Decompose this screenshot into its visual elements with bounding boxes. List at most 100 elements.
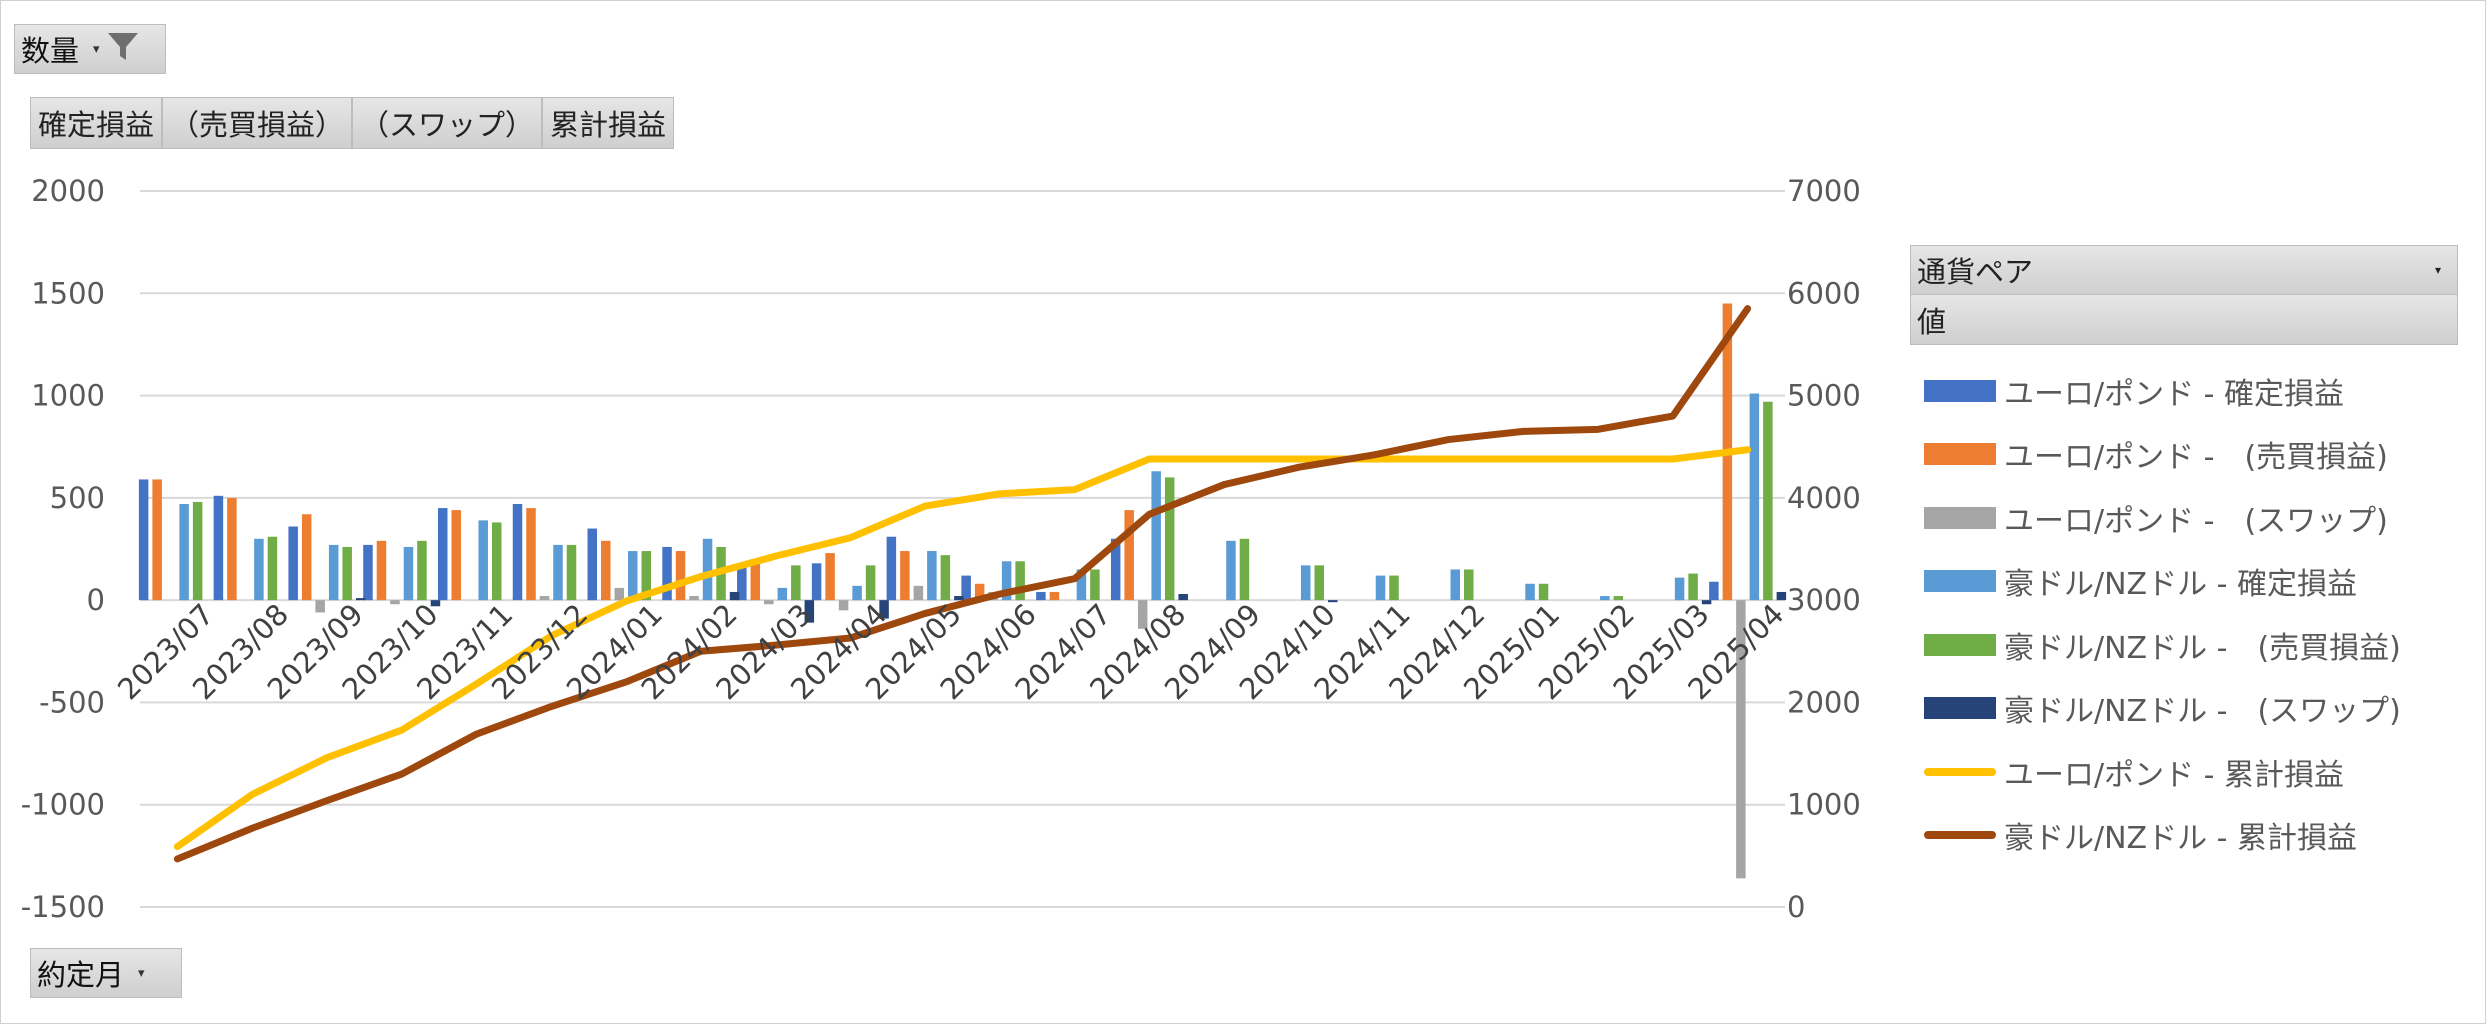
- y-left-tick-label: 2000: [31, 174, 105, 208]
- legend-item: ユーロ/ポンド - (スワップ): [1910, 486, 2458, 550]
- bar: [900, 551, 910, 601]
- legend-field-button[interactable]: 通貨ペア ▾: [1910, 245, 2458, 295]
- legend-label: ユーロ/ポンド - (スワップ): [2004, 503, 2388, 539]
- legend-label: 豪ドル/NZドル - (売買損益): [2004, 630, 2401, 666]
- bar: [1036, 591, 1046, 601]
- series-line: [173, 305, 1752, 863]
- legend-label: 豪ドル/NZドル - 確定損益: [2004, 567, 2357, 603]
- bar: [1674, 577, 1685, 601]
- bar: [1001, 561, 1012, 601]
- bar: [288, 526, 298, 601]
- bar: [1164, 477, 1175, 601]
- legend-swatch: [1924, 443, 1996, 466]
- y-right-tick-label: 6000: [1787, 276, 1861, 310]
- bar: [1300, 565, 1311, 601]
- bar: [641, 551, 652, 601]
- legend-item: 豪ドル/NZドル - (スワップ): [1910, 677, 2458, 741]
- bar: [702, 538, 713, 601]
- bar: [315, 600, 325, 613]
- y-left-tick-label: 500: [50, 481, 105, 515]
- bar: [675, 551, 686, 601]
- bar: [512, 503, 523, 601]
- legend-label: 豪ドル/NZドル - (スワップ): [2004, 694, 2401, 730]
- bar: [152, 479, 162, 601]
- y-right-tick-label: 2000: [1787, 685, 1861, 719]
- y-left-tick-label: -1500: [21, 890, 105, 924]
- axis-field-button[interactable]: 約定月 ▾: [30, 948, 182, 998]
- legend-swatch: [1924, 633, 1996, 656]
- axis-field-label: 約定月: [37, 958, 125, 992]
- values-field-2[interactable]: （スワップ）: [352, 97, 543, 149]
- legend-values-label: 値: [1917, 304, 1947, 339]
- values-field-3[interactable]: 累計損益: [542, 97, 675, 149]
- y-axis-right: 7000 6000 5000 4000 3000 2000 1000 0: [1787, 174, 1861, 924]
- legend-swatch: [1924, 570, 1996, 593]
- bar: [403, 546, 414, 601]
- bar: [1709, 581, 1719, 601]
- bar: [390, 600, 400, 605]
- values-field-0[interactable]: 確定損益: [30, 97, 163, 149]
- y-right-tick-label: 1000: [1787, 788, 1861, 822]
- bar: [886, 536, 897, 601]
- legend-swatch: [1924, 379, 1996, 402]
- legend-items: ユーロ/ポンド - 確定損益ユーロ/ポンド - (売買損益) ユーロ/ポンド - …: [1910, 345, 2458, 867]
- legend-item: ユーロ/ポンド - (売買損益): [1910, 423, 2458, 487]
- bar: [1110, 538, 1121, 601]
- filter-field-button[interactable]: 数量 ▾: [14, 24, 166, 74]
- bar: [1049, 591, 1060, 601]
- bar: [437, 508, 448, 601]
- legend-label: ユーロ/ポンド - 確定損益: [2004, 376, 2345, 412]
- dropdown-arrow-icon: ▾: [2434, 263, 2441, 277]
- bar: [804, 600, 815, 623]
- bar: [974, 583, 985, 601]
- bar: [213, 495, 224, 601]
- bar: [954, 596, 964, 601]
- y-axis-left: 2000 1500 1000 500 0 -500 -1000 -1500: [21, 174, 105, 924]
- bar: [417, 540, 427, 601]
- bar: [553, 544, 563, 601]
- bar: [227, 497, 237, 601]
- bar: [451, 510, 461, 601]
- bar: [913, 585, 924, 601]
- bar: [1076, 569, 1087, 601]
- y-right-tick-label: 0: [1787, 890, 1805, 924]
- y-left-tick-label: 0: [87, 583, 105, 617]
- bar: [355, 598, 366, 601]
- y-left-tick-label: 1500: [31, 276, 105, 310]
- bar: [179, 503, 189, 601]
- values-field-1[interactable]: （売買損益）: [162, 97, 353, 149]
- bar: [138, 479, 149, 601]
- legend-swatch: [1924, 697, 1996, 720]
- bar: [539, 596, 550, 601]
- bar: [1613, 596, 1624, 601]
- bar: [1137, 600, 1148, 629]
- bar: [1375, 575, 1386, 601]
- legend-label: ユーロ/ポンド - 累計損益: [2004, 757, 2345, 793]
- bar: [1701, 600, 1712, 605]
- y-left-tick-label: 1000: [31, 379, 105, 413]
- bar: [838, 600, 849, 611]
- bar: [825, 553, 835, 601]
- legend-item: ユーロ/ポンド - 確定損益: [1910, 359, 2458, 423]
- bar: [791, 565, 801, 601]
- bar: [430, 600, 441, 607]
- legend-swatch: [1924, 767, 1996, 776]
- bar: [1151, 471, 1161, 601]
- bar: [363, 544, 373, 601]
- bar: [566, 544, 577, 601]
- dropdown-arrow-icon: ▾: [93, 41, 100, 57]
- legend-values-header: 値: [1910, 295, 2458, 345]
- bar: [1226, 540, 1236, 601]
- bar: [1736, 600, 1746, 879]
- bar: [254, 538, 264, 601]
- bar: [1525, 583, 1535, 601]
- legend-item: ユーロ/ポンド - 累計損益: [1910, 740, 2458, 804]
- bar: [764, 600, 774, 605]
- bar: [729, 591, 740, 601]
- bar: [1538, 583, 1549, 601]
- bar: [737, 563, 747, 601]
- bar: [478, 520, 488, 601]
- y-right-tick-label: 4000: [1787, 481, 1861, 515]
- bar: [1239, 538, 1250, 601]
- legend-swatch: [1924, 506, 1996, 529]
